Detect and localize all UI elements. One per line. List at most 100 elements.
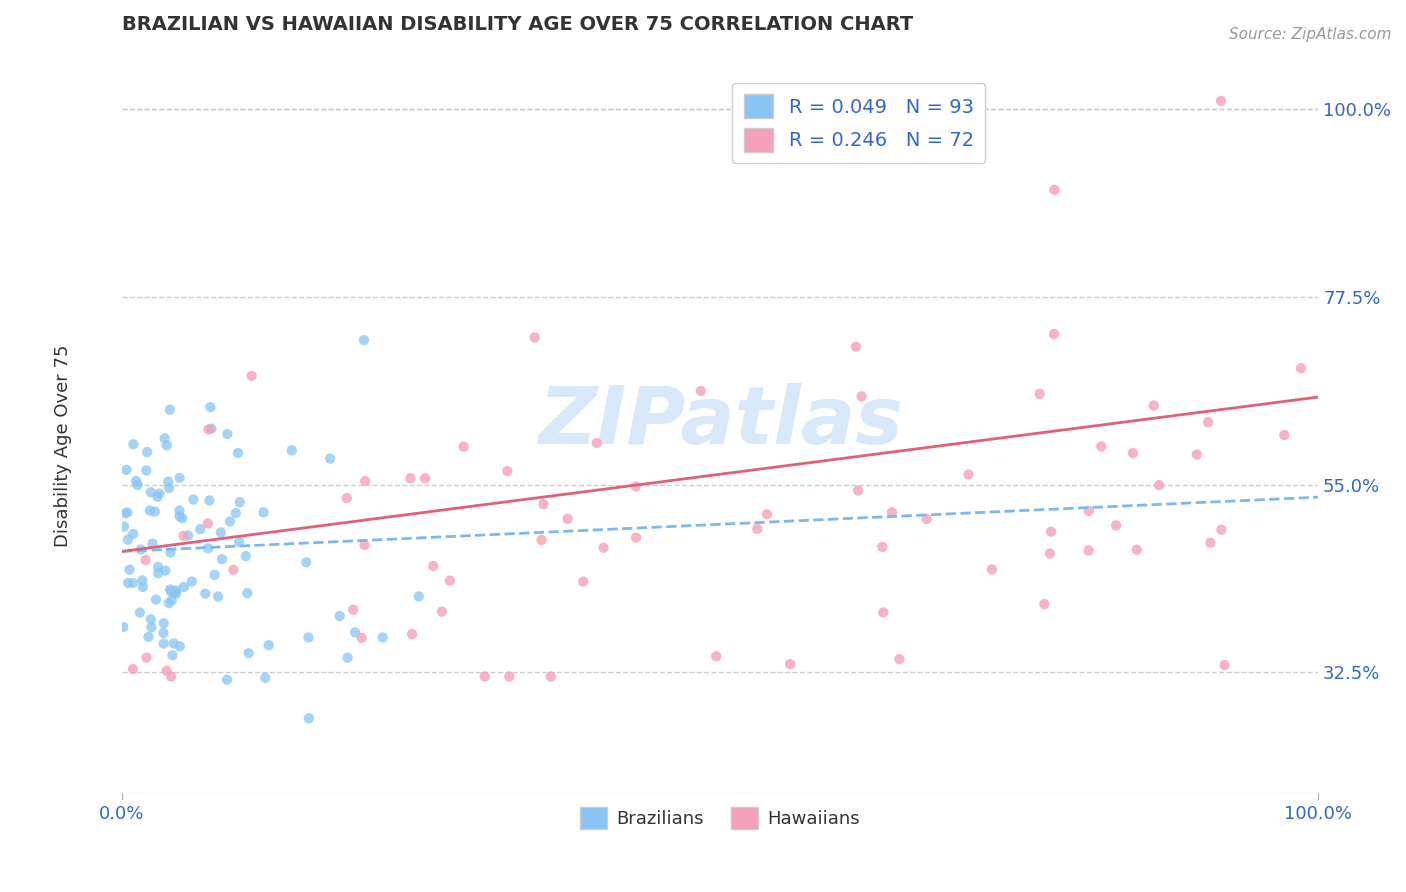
Point	[159, 545, 181, 559]
Point	[240, 368, 263, 383]
Point	[117, 533, 139, 547]
Point	[136, 445, 159, 459]
Point	[353, 333, 375, 347]
Point	[157, 481, 180, 495]
Point	[197, 541, 219, 556]
Point	[129, 542, 152, 557]
Point	[127, 478, 149, 492]
Point	[498, 669, 520, 683]
Point	[172, 511, 194, 525]
Point	[194, 586, 217, 600]
Point	[152, 626, 174, 640]
Point	[846, 483, 869, 498]
Point	[439, 574, 461, 588]
Point	[1289, 361, 1312, 376]
Point	[217, 673, 239, 687]
Point	[222, 563, 245, 577]
Point	[122, 575, 145, 590]
Point	[169, 471, 191, 485]
Point	[413, 471, 436, 485]
Point	[329, 609, 352, 624]
Point	[122, 662, 145, 676]
Point	[880, 505, 903, 519]
Point	[204, 567, 226, 582]
Point	[353, 538, 375, 552]
Point	[197, 423, 219, 437]
Point	[1211, 523, 1233, 537]
Point	[128, 606, 150, 620]
Point	[1043, 183, 1066, 197]
Point	[1126, 542, 1149, 557]
Point	[557, 512, 579, 526]
Point	[117, 575, 139, 590]
Point	[173, 529, 195, 543]
Point	[533, 497, 555, 511]
Point	[1143, 399, 1166, 413]
Point	[207, 590, 229, 604]
Point	[408, 590, 430, 604]
Point	[297, 631, 319, 645]
Point	[146, 490, 169, 504]
Point	[530, 533, 553, 547]
Point	[1147, 478, 1170, 492]
Point	[131, 574, 153, 588]
Point	[219, 515, 242, 529]
Point	[957, 467, 980, 482]
Point	[159, 582, 181, 597]
Point	[143, 505, 166, 519]
Point	[1077, 504, 1099, 518]
Point	[1043, 326, 1066, 341]
Point	[1185, 448, 1208, 462]
Point	[889, 652, 911, 666]
Point	[122, 527, 145, 541]
Point	[155, 564, 177, 578]
Point	[157, 596, 180, 610]
Point	[159, 402, 181, 417]
Point	[747, 522, 769, 536]
Point	[1105, 518, 1128, 533]
Point	[156, 664, 179, 678]
Point	[422, 559, 444, 574]
Point	[228, 535, 250, 549]
Point	[177, 528, 200, 542]
Point	[148, 486, 170, 500]
Point	[354, 474, 377, 488]
Point	[229, 495, 252, 509]
Point	[114, 507, 136, 521]
Point	[117, 505, 139, 519]
Point	[350, 631, 373, 645]
Point	[252, 505, 274, 519]
Point	[163, 585, 186, 599]
Point	[430, 605, 453, 619]
Point	[254, 671, 277, 685]
Point	[399, 471, 422, 485]
Point	[188, 522, 211, 536]
Point	[139, 612, 162, 626]
Point	[165, 583, 187, 598]
Point	[138, 630, 160, 644]
Point	[236, 586, 259, 600]
Point	[845, 340, 868, 354]
Legend: Brazilians, Hawaiians: Brazilians, Hawaiians	[574, 800, 868, 837]
Point	[225, 506, 247, 520]
Point	[148, 566, 170, 581]
Point	[1033, 597, 1056, 611]
Point	[160, 669, 183, 683]
Point	[160, 584, 183, 599]
Point	[1199, 535, 1222, 549]
Point	[1039, 546, 1062, 560]
Point	[585, 436, 607, 450]
Point	[572, 574, 595, 589]
Point	[1209, 94, 1232, 108]
Point	[235, 549, 257, 563]
Point	[153, 431, 176, 445]
Point	[226, 446, 249, 460]
Point	[779, 657, 801, 671]
Point	[152, 616, 174, 631]
Point	[1213, 658, 1236, 673]
Point	[872, 606, 894, 620]
Point	[1272, 428, 1295, 442]
Point	[122, 437, 145, 451]
Point	[141, 536, 163, 550]
Point	[523, 330, 546, 344]
